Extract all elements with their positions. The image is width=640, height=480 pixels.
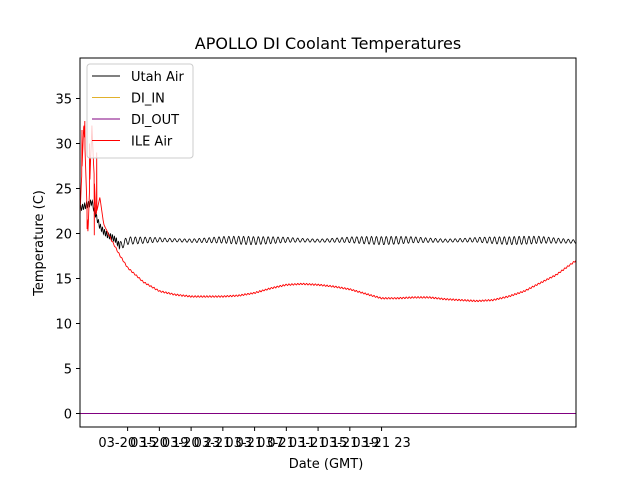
plot-frame <box>79 57 577 428</box>
y-tick-label: 0 <box>64 408 72 423</box>
x-tick-label: 03-21 07 <box>225 436 283 451</box>
y-axis-label: Temperature (C) <box>32 190 47 297</box>
x-tick-label: 03-21 19 <box>321 436 379 451</box>
x-tick-label: 03-20 23 <box>162 436 220 451</box>
y-tick-label: 15 <box>55 273 72 288</box>
y-tick-label: 20 <box>55 228 72 243</box>
legend-label-di-out: DI_OUT <box>131 113 179 128</box>
series-layer <box>79 120 577 414</box>
x-tick-label: 03-21 15 <box>289 436 347 451</box>
x-tick-label: 03-20 15 <box>98 436 156 451</box>
legend-label-di-in: DI_IN <box>131 92 165 107</box>
x-tick-label: 03-20 19 <box>130 436 188 451</box>
y-tick-label: 10 <box>55 318 72 333</box>
x-tick-label: 03-21 03 <box>194 436 252 451</box>
x-tick-label: 03-21 11 <box>257 436 315 451</box>
x-axis-label: Date (GMT) <box>289 457 364 472</box>
series-line-utah-air <box>79 199 577 250</box>
x-tick-label: 03-21 23 <box>352 436 410 451</box>
chart-title: APOLLO DI Coolant Temperatures <box>195 34 461 53</box>
series-line-ile-air <box>79 120 577 303</box>
y-tick-label: 25 <box>55 183 72 198</box>
y-tick-label: 35 <box>55 93 72 108</box>
legend-label-ile-air: ILE Air <box>131 135 173 150</box>
y-tick-label: 5 <box>64 363 72 378</box>
y-tick-label: 30 <box>55 138 72 153</box>
legend: Utah Air DI_IN DI_OUT ILE Air <box>86 63 194 159</box>
legend-box <box>86 63 194 159</box>
legend-label-utah-air: Utah Air <box>131 70 184 85</box>
